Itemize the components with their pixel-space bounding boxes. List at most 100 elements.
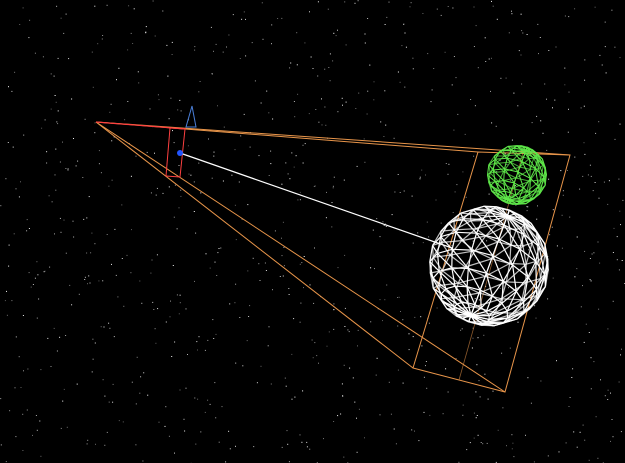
star bbox=[594, 6, 596, 8]
star bbox=[584, 153, 586, 155]
star bbox=[122, 421, 124, 423]
star bbox=[492, 324, 494, 326]
star bbox=[306, 441, 308, 443]
star bbox=[515, 204, 517, 206]
sphere-mesh-edge bbox=[515, 291, 525, 303]
star bbox=[313, 186, 315, 187]
sphere-mesh-edge bbox=[453, 296, 475, 308]
star bbox=[271, 24, 273, 26]
large-sphere-wireframe[interactable] bbox=[429, 205, 549, 327]
star bbox=[306, 446, 308, 448]
star bbox=[341, 383, 343, 385]
star bbox=[313, 302, 315, 304]
star bbox=[47, 337, 49, 339]
camera-position-marker[interactable] bbox=[177, 150, 183, 156]
star bbox=[59, 217, 61, 219]
star bbox=[57, 110, 59, 112]
sphere-mesh-edge bbox=[510, 161, 521, 168]
star bbox=[448, 163, 450, 165]
star bbox=[514, 185, 516, 186]
sphere-mesh-edge bbox=[529, 179, 541, 182]
star bbox=[180, 189, 182, 191]
star bbox=[397, 174, 399, 175]
star bbox=[610, 440, 611, 442]
star bbox=[425, 361, 427, 362]
sphere-mesh-edge bbox=[509, 229, 512, 246]
star bbox=[207, 339, 209, 341]
star bbox=[619, 123, 621, 125]
star bbox=[270, 150, 272, 152]
star bbox=[168, 186, 170, 188]
star bbox=[187, 354, 188, 355]
star bbox=[86, 252, 88, 254]
star bbox=[91, 232, 93, 234]
star bbox=[310, 56, 312, 58]
star bbox=[357, 329, 359, 331]
sphere-mesh-edge bbox=[536, 238, 540, 261]
sphere-mesh-edge bbox=[529, 168, 540, 182]
star bbox=[75, 165, 77, 167]
star bbox=[37, 274, 39, 276]
sphere-mesh-edge bbox=[495, 161, 511, 164]
star bbox=[87, 283, 88, 285]
star bbox=[185, 387, 187, 389]
star bbox=[452, 212, 454, 213]
sphere-mesh-edge bbox=[538, 164, 544, 169]
star bbox=[431, 89, 433, 91]
sphere-mesh-edge bbox=[536, 278, 542, 296]
star bbox=[445, 368, 447, 370]
star bbox=[456, 184, 458, 186]
star bbox=[83, 218, 85, 220]
star bbox=[228, 34, 230, 36]
sphere-mesh-edge bbox=[440, 293, 455, 308]
small-sphere-wireframe[interactable] bbox=[487, 145, 547, 205]
frustum-edge-highlight bbox=[95, 121, 187, 130]
star bbox=[572, 368, 574, 370]
star bbox=[475, 391, 477, 393]
sphere-mesh-edge bbox=[470, 311, 496, 318]
star bbox=[318, 362, 319, 364]
star bbox=[512, 442, 514, 444]
star bbox=[420, 316, 422, 318]
star bbox=[204, 411, 206, 413]
star bbox=[384, 24, 386, 25]
sphere-mesh-edge bbox=[506, 216, 517, 230]
star bbox=[580, 306, 582, 308]
sphere-mesh-edge bbox=[503, 224, 521, 250]
sphere-mesh-edge bbox=[473, 292, 480, 308]
star bbox=[598, 308, 600, 310]
star bbox=[234, 204, 236, 206]
sphere-mesh-edge bbox=[528, 286, 546, 310]
sphere-mesh-edge bbox=[429, 245, 434, 262]
star bbox=[168, 435, 170, 437]
star bbox=[619, 210, 621, 212]
star bbox=[88, 275, 90, 277]
sphere-mesh-edge bbox=[430, 270, 443, 274]
star bbox=[268, 326, 270, 328]
star bbox=[245, 18, 246, 20]
star bbox=[444, 51, 446, 53]
sphere-mesh-edge bbox=[503, 147, 515, 151]
sphere-mesh-edge bbox=[436, 236, 442, 254]
sphere-mesh-edge bbox=[527, 276, 537, 290]
star bbox=[352, 377, 354, 379]
sphere-mesh-edge bbox=[504, 168, 519, 173]
sphere-mesh-edge bbox=[429, 261, 440, 272]
sphere-mesh-edge bbox=[531, 237, 538, 244]
sphere-mesh-edge bbox=[484, 258, 493, 277]
star bbox=[288, 294, 290, 295]
star bbox=[386, 16, 388, 18]
star bbox=[422, 242, 424, 244]
sphere-mesh-edge bbox=[516, 227, 522, 230]
sphere-mesh-edge bbox=[466, 286, 476, 305]
star bbox=[380, 121, 382, 123]
star bbox=[408, 333, 410, 335]
star bbox=[229, 303, 231, 305]
sphere-mesh-edge bbox=[511, 188, 527, 193]
star bbox=[419, 178, 421, 180]
sphere-mesh-edge bbox=[456, 302, 462, 305]
star bbox=[484, 373, 486, 375]
sphere-mesh-edge bbox=[538, 184, 546, 192]
